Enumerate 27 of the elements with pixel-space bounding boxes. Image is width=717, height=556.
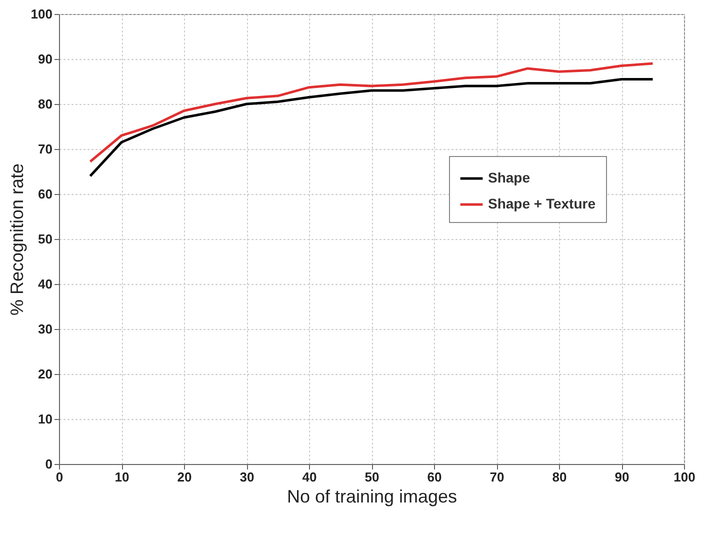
x-tick-label: 10 — [114, 470, 130, 484]
x-tick-label: 80 — [552, 470, 567, 484]
x-tick-label: 50 — [364, 470, 380, 484]
y-tick-label: 70 — [38, 142, 52, 156]
x-tick-label: 20 — [177, 470, 192, 484]
y-axis-title: % Recognition rate — [6, 163, 27, 316]
y-tick-label: 0 — [45, 456, 52, 472]
x-tick-label: 90 — [614, 470, 630, 484]
y-tick-label: 10 — [38, 412, 52, 426]
y-tick-label: 60 — [38, 186, 52, 202]
y-tick-label: 40 — [38, 276, 52, 292]
y-tick-label: 80 — [38, 96, 52, 112]
x-tick-label: 70 — [490, 470, 504, 484]
x-tick-label: 100 — [674, 470, 696, 484]
line-series — [89, 62, 654, 163]
x-tick-label: 0 — [56, 470, 64, 484]
y-tick-label: 100 — [30, 6, 52, 22]
x-axis-title: No of training images — [286, 486, 458, 506]
x-tick-label: 40 — [302, 470, 317, 484]
y-tick-label: 20 — [38, 366, 52, 382]
y-tick-label: 30 — [38, 322, 52, 336]
legend-label: Shape — [488, 170, 530, 186]
x-tick-label: 30 — [240, 470, 254, 484]
y-tick-label: 50 — [38, 232, 52, 246]
x-tick-label: 60 — [427, 470, 442, 484]
legend-label: Shape + Texture — [488, 196, 596, 212]
y-tick-label: 90 — [38, 52, 52, 66]
